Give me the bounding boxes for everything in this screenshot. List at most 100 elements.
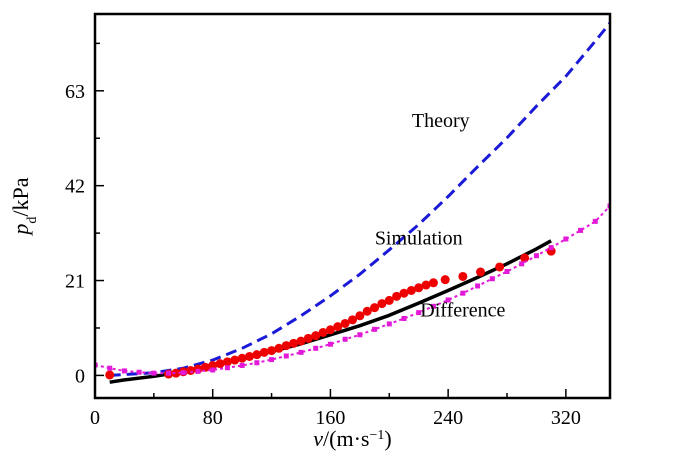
data-point [392,291,402,301]
data-point [578,227,584,233]
data-point [401,315,407,321]
series-difference [95,203,610,376]
data-point [107,365,113,371]
data-point [210,367,216,373]
plot-frame [93,12,612,400]
annotation-simulation: Simulation [375,227,463,249]
x-axis-title-var: v [313,426,323,451]
data-point [421,280,431,290]
data-point [151,370,157,376]
data-point [476,267,486,277]
data-point [296,336,306,346]
x-axis-title-unit: /(m·s [323,426,369,451]
data-point [298,349,304,355]
y-tick-label: 42 [65,176,85,198]
data-point [195,368,201,374]
data-point [303,333,313,343]
data-point [495,262,505,272]
data-point [222,357,232,367]
data-point [230,355,240,365]
data-point [489,276,495,282]
data-point [318,327,328,337]
data-point [327,341,333,347]
y-axis-title-sub: d [25,217,40,224]
data-point [430,303,436,309]
data-point [384,295,394,305]
data-point [362,306,372,316]
x-axis-title-close: ) [384,426,391,451]
data-point [342,336,348,342]
data-point [377,299,387,309]
x-tick-label: 80 [203,407,223,429]
data-point [281,341,291,351]
data-point [224,365,230,371]
data-point [406,285,416,295]
data-point [533,253,539,259]
data-point [245,351,254,361]
curves [95,22,610,384]
data-point [105,370,115,380]
data-point [333,322,343,332]
data-point [171,368,181,378]
data-point [372,326,378,332]
data-point [357,332,363,338]
curve-annotations: Theory Simulation Difference [375,110,506,322]
data-point [520,253,530,263]
data-point [428,278,438,288]
plot-area [95,22,610,384]
data-point [548,245,554,251]
data-point [348,315,357,325]
series-line [109,22,610,377]
data-point [592,218,598,224]
data-point [325,325,335,335]
x-axis-title: v/(m·s−1) [313,426,391,451]
data-point [283,353,289,359]
y-axis-title-var: p [8,224,33,237]
x-tick-label: 240 [433,407,463,429]
annotation-difference: Difference [420,300,505,322]
data-point [289,338,299,348]
data-point [440,275,450,285]
data-point [504,269,510,275]
axis-ticks: 0 80 160 240 320 0 21 42 63 [65,42,581,429]
data-point [121,368,127,374]
data-point [180,370,186,376]
data-point [237,353,247,363]
data-point [340,318,350,328]
data-point [445,297,451,303]
data-point [136,369,142,375]
data-point [274,343,284,353]
x-tick-label: 0 [90,407,100,429]
data-point [460,290,466,296]
data-point [475,283,481,289]
data-point [355,311,365,321]
data-point [239,362,245,368]
y-axis-title-unit: /kPa [8,177,33,216]
data-point [259,347,269,357]
y-axis-title: pd/kPa [8,177,40,236]
y-tick-label: 21 [65,271,85,293]
data-point [313,345,319,351]
data-point [311,331,321,341]
data-point [370,303,380,313]
data-point [254,360,260,366]
y-tick-label: 63 [65,81,85,103]
data-point [386,321,392,327]
data-point [215,359,225,369]
x-tick-label: 320 [551,407,581,429]
x-axis-title-exp: −1 [369,428,384,443]
data-point [416,310,422,316]
data-point [267,346,277,356]
data-point [252,350,262,360]
data-point [200,362,210,372]
data-point [166,370,172,376]
data-point [399,288,409,298]
data-point [269,357,275,363]
x-tick-label: 160 [315,407,345,429]
data-point [414,283,424,293]
series-theory [109,22,610,377]
data-point [519,261,525,267]
series-line [95,205,610,375]
y-tick-label: 0 [75,365,85,387]
